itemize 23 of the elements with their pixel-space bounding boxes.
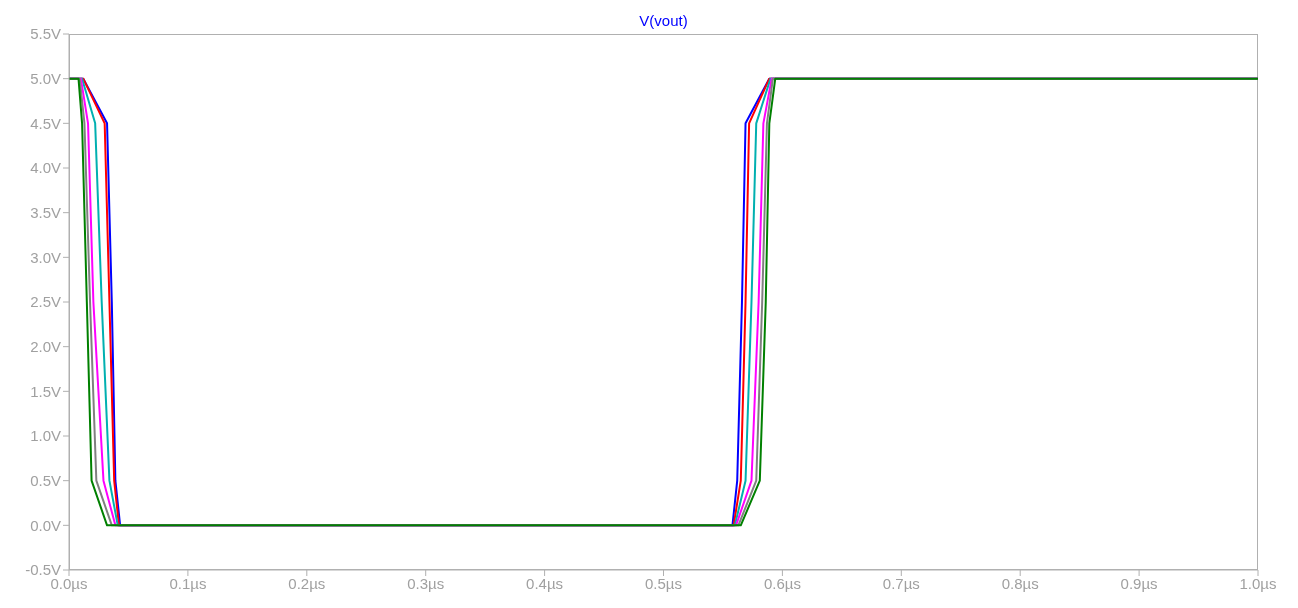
y-tick-label: 4.5V bbox=[30, 114, 61, 132]
y-tick-label: 1.0V bbox=[30, 427, 61, 445]
chart-title: V(vout) bbox=[638, 12, 689, 29]
y-tick-label: 0.5V bbox=[30, 471, 61, 489]
x-tick-label: 0.4µs bbox=[526, 574, 564, 592]
y-tick-label: 3.5V bbox=[30, 203, 61, 221]
x-tick-label: 0.5µs bbox=[645, 574, 682, 592]
y-tick-label: 0.0V bbox=[30, 516, 61, 534]
x-tick-label: 0.8µs bbox=[1001, 574, 1039, 592]
y-tick-label: 3.0V bbox=[30, 248, 61, 266]
x-tick-label: 0.1µs bbox=[169, 574, 207, 592]
y-tick-label: 2.0V bbox=[30, 337, 61, 355]
y-tick-label: 1.5V bbox=[30, 382, 61, 400]
x-tick-label: 0.7µs bbox=[882, 574, 920, 592]
y-tick-label: 4.0V bbox=[30, 159, 61, 177]
x-tick-label: 0.3µs bbox=[407, 574, 445, 592]
y-tick-label: 5.0V bbox=[30, 69, 61, 87]
y-tick-label: 2.5V bbox=[30, 293, 61, 311]
x-tick-label: 0.2µs bbox=[288, 574, 326, 592]
x-tick-label: 0.9µs bbox=[1120, 574, 1158, 592]
y-tick-label: 5.5V bbox=[30, 25, 61, 43]
x-tick-label: 0.6µs bbox=[763, 574, 801, 592]
x-tick-label: 1.0µs bbox=[1239, 574, 1277, 592]
